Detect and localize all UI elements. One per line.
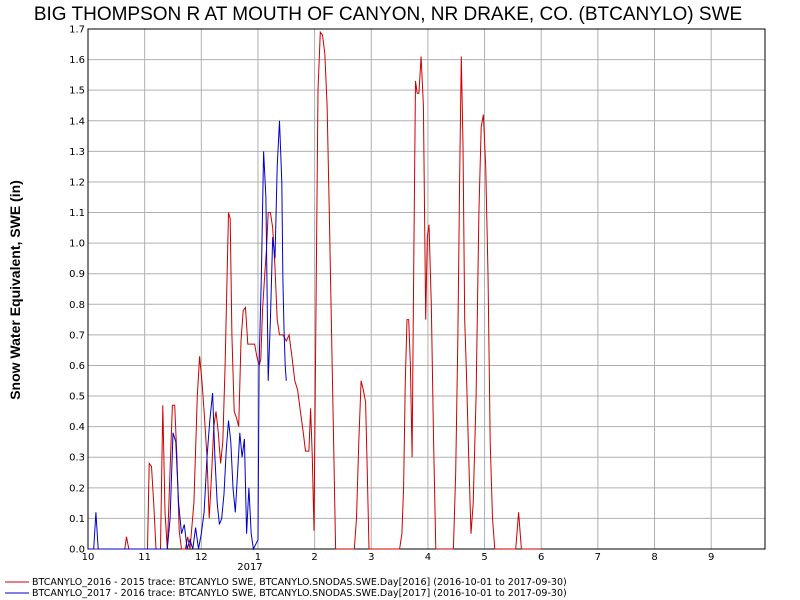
x-tick-label: 6 [538,552,544,563]
legend-label-2016: BTCANYLO_2016 - 2015 trace: BTCANYLO SWE… [32,577,567,588]
y-tick-label: 1.6 [69,55,85,66]
y-tick-label: 0.9 [69,269,85,280]
plot-frame [87,28,766,550]
y-tick-label: 1.0 [69,239,85,250]
x-tick-label: 12 [195,552,208,563]
y-tick-label: 1.7 [69,25,85,36]
y-tick-label: 0.5 [69,392,85,403]
y-tick-label: 0.7 [69,330,85,341]
x-tick-label: 1 [255,552,261,563]
x-tick-label: 7 [595,552,601,563]
y-tick-label: 0.8 [69,300,85,311]
y-tick-label: 1.1 [69,208,85,219]
x-tick-label: 9 [708,552,714,563]
y-tick-labels: 0.0 0.1 0.2 0.3 0.4 0.5 0.6 0.7 0.8 0.9 1.0 1.1 1.2 1… [69,25,85,556]
y-tick-label: 0.1 [69,514,85,525]
x-tick-label: 3 [368,552,374,563]
y-tick-label: 1.4 [69,116,85,127]
y-tick-label: 0.4 [69,422,85,433]
x-tick-label: 8 [651,552,657,563]
y-tick-label: 1.2 [69,177,85,188]
x-tick-label: 5 [481,552,487,563]
legend: BTCANYLO_2016 - 2015 trace: BTCANYLO SWE… [5,577,567,599]
x-tick-label: 10 [82,552,95,563]
series-layer [88,30,542,551]
legend-label-2017: BTCANYLO_2017 - 2016 trace: BTCANYLO SWE… [32,588,567,599]
year-label: 2017 [237,562,262,573]
y-axis-label: Snow Water Equivalent, SWE (in) [7,180,23,400]
series-line-1 [88,120,287,551]
y-tick-label: 0.6 [69,361,85,372]
y-tick-label: 0.2 [69,483,85,494]
chart-title: BIG THOMPSON R AT MOUTH OF CANYON, NR DR… [34,4,742,25]
y-tick-label: 1.3 [69,147,85,158]
x-tick-label: 4 [425,552,431,563]
series-line-0 [88,30,542,550]
x-tick-label: 2 [311,552,317,563]
y-tick-label: 1.5 [69,86,85,97]
y-tick-label: 0.3 [69,453,85,464]
x-tick-label: 11 [138,552,151,563]
y-tick-label: 0.0 [69,545,85,556]
x-tick-labels: 10 11 12 1 2 3 4 5 6 7 8 9 [82,552,715,563]
